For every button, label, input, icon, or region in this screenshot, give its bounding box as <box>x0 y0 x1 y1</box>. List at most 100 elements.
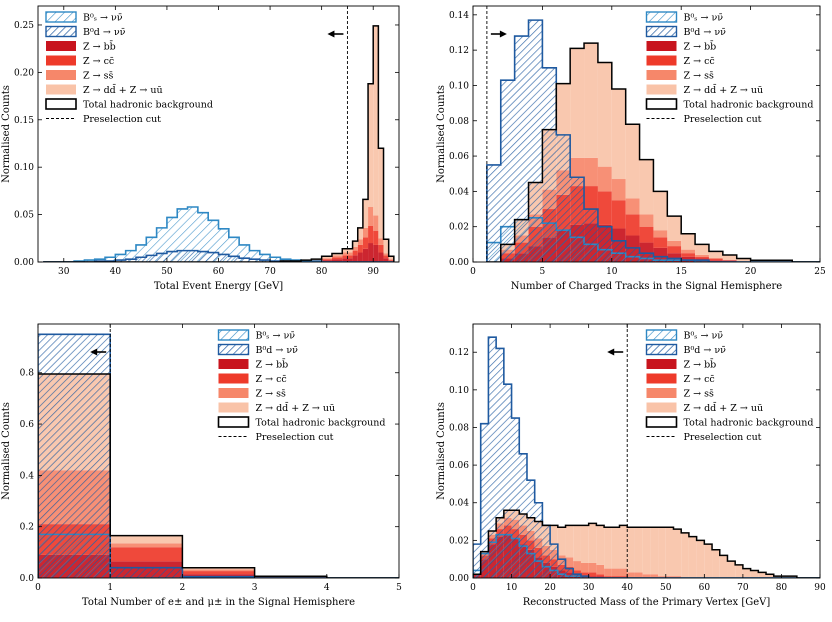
bar-ss <box>596 564 605 575</box>
bar-uds <box>342 248 353 253</box>
x-tick-label: 40 <box>110 267 122 277</box>
bar-ss <box>573 561 581 571</box>
bar-uds <box>321 256 332 259</box>
panel-tracks: 0 5 10 15 20 25 0.00 0.02 0.04 0.06 0.08 0.10 0.12 0.… <box>436 5 826 292</box>
bar-ss <box>383 253 389 256</box>
bar-ss <box>653 230 668 238</box>
legend-swatch-cc <box>646 55 677 66</box>
bar-cc <box>597 191 612 225</box>
bar-bb <box>321 260 332 262</box>
x-tick-label: 50 <box>660 583 672 593</box>
y-tick-label: 0.06 <box>449 461 469 471</box>
y-tick-label: 0.14 <box>449 11 469 21</box>
bar-bb <box>588 576 597 578</box>
legend-label-cc: Z → cc̄ <box>684 56 715 67</box>
bar-cc <box>653 237 668 248</box>
bar-uds <box>378 148 384 239</box>
x-axis-label: Number of Charged Tracks in the Signal H… <box>511 281 783 292</box>
legend-label-cut: Preselection cut <box>256 432 334 443</box>
bar-ss <box>634 572 643 578</box>
hist-line-bd <box>38 333 399 578</box>
hist-fill-bd <box>473 337 820 578</box>
bar-uds <box>634 527 643 573</box>
bar-cc <box>639 226 654 243</box>
bar-uds <box>357 227 363 240</box>
bar-ss <box>362 227 369 238</box>
plot-area-tracks <box>486 19 820 262</box>
hist-line-bd <box>486 19 820 262</box>
legend-swatch-bs <box>217 329 250 341</box>
legend: B⁰ₛ → νν̄ B⁰d → νν̄ Z → bb̄ Z → cc̄ Z → ss̄ Z… <box>645 11 813 125</box>
legend-swatch-bb <box>46 41 76 51</box>
bar-ss <box>642 574 651 578</box>
bar-ss <box>625 198 640 215</box>
bar-cc <box>383 255 389 259</box>
x-tick-label: 25 <box>814 267 826 277</box>
bar-ss <box>368 207 374 226</box>
bar-uds <box>352 241 358 247</box>
x-tick-label: 90 <box>367 267 379 277</box>
legend-swatch-ss <box>46 70 76 80</box>
legend-swatch-total <box>45 98 77 110</box>
bar-cc <box>611 200 626 229</box>
x-tick-label: 60 <box>699 583 711 593</box>
y-tick-label: 0.08 <box>449 117 469 127</box>
bar-ss <box>373 215 379 231</box>
bar-cc <box>373 230 379 245</box>
legend-label-bb: Z → bb̄ <box>83 40 116 52</box>
x-tick-label: 5 <box>396 583 402 593</box>
bar-ss <box>182 569 255 572</box>
y-tick-label: 0.12 <box>449 348 469 358</box>
panel-leptons: 0 1 2 3 4 5 0.0 0.2 0.4 0.6 0.8 Total Number of e± … <box>1 323 402 608</box>
hist-fill-bd <box>486 20 820 262</box>
legend-label-bb: Z → bb̄ <box>684 40 717 52</box>
bar-ss <box>667 240 682 247</box>
bar-ss <box>639 214 654 227</box>
y-tick-label: 0.08 <box>449 423 469 433</box>
bar-ss <box>619 568 628 577</box>
bar-cc <box>388 260 394 262</box>
plot-area-energy <box>43 25 395 262</box>
cut-arrow-head <box>327 30 335 38</box>
bar-uds <box>557 527 566 556</box>
legend-label-cut: Preselection cut <box>684 432 762 443</box>
x-tick-label: 0 <box>35 583 41 593</box>
hist-total <box>43 25 395 262</box>
bar-ss <box>580 562 589 573</box>
plot-area-leptons <box>38 333 399 578</box>
legend-label-bs: B⁰ₛ → νν̄ <box>256 331 296 342</box>
legend-label-cut: Preselection cut <box>83 114 161 125</box>
bar-bb <box>667 253 682 262</box>
bar-uds <box>182 567 255 570</box>
y-axis-label: Normalised Counts <box>436 402 447 500</box>
bar-cc <box>352 250 358 256</box>
hist-fill-bs <box>43 207 394 262</box>
x-tick-label: 3 <box>252 583 258 593</box>
x-tick-label: 80 <box>316 267 328 277</box>
cut-arrow-head <box>607 348 615 356</box>
bar-ss <box>611 179 626 201</box>
bar-cc <box>596 574 605 577</box>
bar-uds <box>625 124 640 199</box>
bar-cc <box>110 547 183 562</box>
bar-ss <box>321 258 332 260</box>
bar-uds <box>573 525 581 562</box>
legend-swatch-cc <box>218 373 249 384</box>
bar-cc <box>378 244 384 253</box>
y-tick-label: 0.4 <box>20 471 35 481</box>
legend-label-cc: Z → cc̄ <box>684 374 715 385</box>
legend-label-total: Total hadronic background <box>83 100 213 111</box>
bar-uds <box>766 574 774 578</box>
bar-ss <box>611 568 620 577</box>
bar-uds <box>570 48 585 158</box>
legend-label-bd: B⁰d → νν̄ <box>684 345 727 356</box>
bar-uds <box>742 568 751 578</box>
bar-uds <box>550 525 558 550</box>
legend-label-ss: Z → ss̄ <box>256 389 286 400</box>
legend-label-total: Total hadronic background <box>256 418 386 429</box>
legend-swatch-bs <box>45 11 77 23</box>
bar-ss <box>695 254 709 257</box>
bar-ss <box>565 557 574 567</box>
y-axis-label: Normalised Counts <box>436 85 447 183</box>
